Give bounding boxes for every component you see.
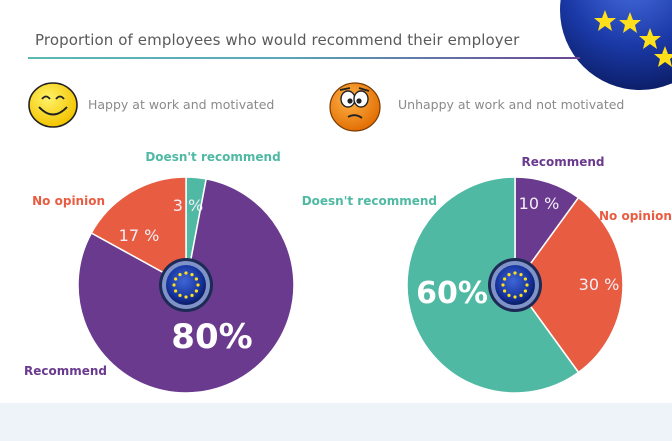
page-title: Proportion of employees who would recomm… xyxy=(35,31,520,49)
pie2-value-doesn-t-recommend: 60% xyxy=(416,276,488,311)
title-divider xyxy=(28,57,580,59)
pie2-value-recommend: 10 % xyxy=(519,194,560,213)
pie2-slice-no-opinion xyxy=(514,196,624,374)
pie2-eu-emblem-icon xyxy=(488,258,542,312)
pie1-slice-no-opinion xyxy=(90,176,187,287)
pie2-label-doesn-t-recommend: Doesn't recommend xyxy=(302,194,437,208)
pie1-value-no-opinion: 17 % xyxy=(119,226,160,245)
pie2-label-recommend: Recommend xyxy=(521,155,604,169)
pie-chart-happy xyxy=(77,176,295,394)
footer-band xyxy=(0,403,672,441)
pie1-label-doesn-t-recommend: Doesn't recommend xyxy=(145,150,280,164)
pie1-label-no-opinion: No opinion xyxy=(32,194,105,208)
worried-face-icon xyxy=(329,82,381,132)
legend-happy-label: Happy at work and motivated xyxy=(88,97,275,112)
pie-chart-unhappy xyxy=(406,176,624,394)
eu-flag-corner-icon xyxy=(560,0,672,90)
pie2-label-no-opinion: No opinion xyxy=(599,209,672,223)
pie1-label-recommend: Recommend xyxy=(24,364,107,378)
pie1-value-doesn-t-recommend: 3 % xyxy=(173,196,203,215)
pie2-value-no-opinion: 30 % xyxy=(579,275,620,294)
happy-smiley-icon xyxy=(28,82,78,128)
pie1-value-recommend: 80% xyxy=(171,317,252,357)
legend-unhappy-label: Unhappy at work and not motivated xyxy=(398,97,625,112)
pie1-eu-emblem-icon xyxy=(159,258,213,312)
